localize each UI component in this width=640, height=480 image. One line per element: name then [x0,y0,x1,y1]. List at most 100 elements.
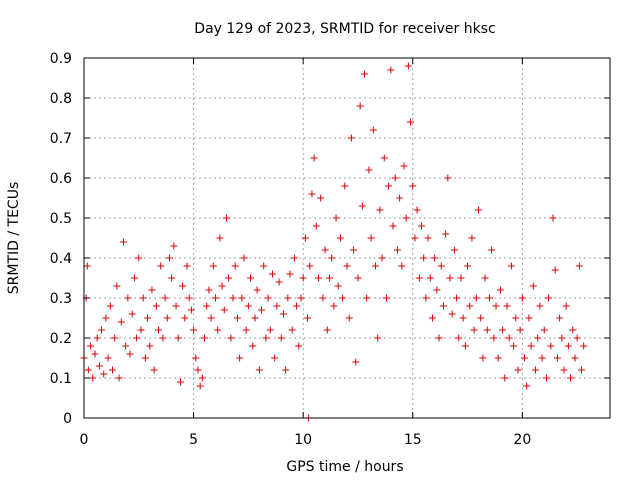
data-point [494,354,502,362]
data-point [91,350,99,358]
data-point [299,274,307,282]
data-point [325,274,333,282]
data-point [503,302,511,310]
data-point [407,118,415,126]
data-point [181,314,189,322]
data-point [187,306,195,314]
data-point [350,246,358,254]
data-point [472,294,480,302]
data-point [225,274,233,282]
data-point [207,314,215,322]
data-point [426,274,434,282]
data-point [516,326,524,334]
data-point [216,234,224,242]
x-tick-labels: 0 5 10 15 20 [80,432,532,448]
y-tick-label: 0.3 [50,291,72,307]
data-point [279,310,287,318]
data-point [126,350,134,358]
data-point [98,326,106,334]
data-point [319,294,327,302]
data-point [196,382,204,390]
data-point [433,286,441,294]
data-point [560,366,568,374]
data-point [308,190,316,198]
data-point [277,334,285,342]
data-point [266,326,274,334]
data-point [332,214,340,222]
data-point [218,282,226,290]
data-point [104,354,112,362]
data-point [448,310,456,318]
data-point [334,282,342,290]
data-point [398,262,406,270]
data-point [174,334,182,342]
data-point [571,354,579,362]
data-point [251,314,259,322]
data-point [485,294,493,302]
data-point [479,354,487,362]
data-point [290,254,298,262]
data-point [119,238,127,246]
y-tick-label: 0.2 [50,331,72,347]
data-point [268,270,276,278]
data-point [488,246,496,254]
data-point [380,154,388,162]
data-point [569,326,577,334]
data-point [275,278,283,286]
data-point [108,366,116,374]
data-point [306,262,314,270]
data-point [369,126,377,134]
data-point [575,262,583,270]
data-point [135,254,143,262]
data-point [549,214,557,222]
data-point [354,274,362,282]
data-point [512,314,520,322]
plot-frame [83,57,611,419]
data-point [415,274,423,282]
data-point [367,234,375,242]
data-point [418,222,426,230]
data-point [165,254,173,262]
data-point [115,374,123,382]
data-point [194,366,202,374]
data-point [293,302,301,310]
data-point [146,342,154,350]
data-point [229,294,237,302]
data-point [301,234,309,242]
data-point [84,366,92,374]
data-point [117,318,125,326]
data-point [523,382,531,390]
data-point [163,314,171,322]
data-point [315,274,323,282]
data-point [271,354,279,362]
data-point [376,206,384,214]
data-point [249,342,257,350]
data-point [185,294,193,302]
data-point [391,174,399,182]
data-point [409,182,417,190]
data-point [455,334,463,342]
data-point [442,230,450,238]
data-point [161,294,169,302]
data-point [521,354,529,362]
data-point [475,206,482,214]
data-point [288,326,296,334]
data-point [481,274,489,282]
data-point [157,262,165,270]
data-point [371,262,379,270]
data-point [95,362,103,370]
data-point [540,326,548,334]
data-point [295,342,303,350]
data-point [363,294,371,302]
data-point [343,262,351,270]
data-point [347,134,355,142]
data-point [170,242,178,250]
data-point [102,314,110,322]
data-point [358,202,366,210]
data-point [155,326,163,334]
data-points [80,62,588,422]
data-point [567,374,575,382]
data-point [244,302,252,310]
y-tick-labels: 0 0.1 0.2 0.3 0.4 0.5 0.6 0.7 0.8 0.9 [50,51,72,427]
data-point [192,354,200,362]
